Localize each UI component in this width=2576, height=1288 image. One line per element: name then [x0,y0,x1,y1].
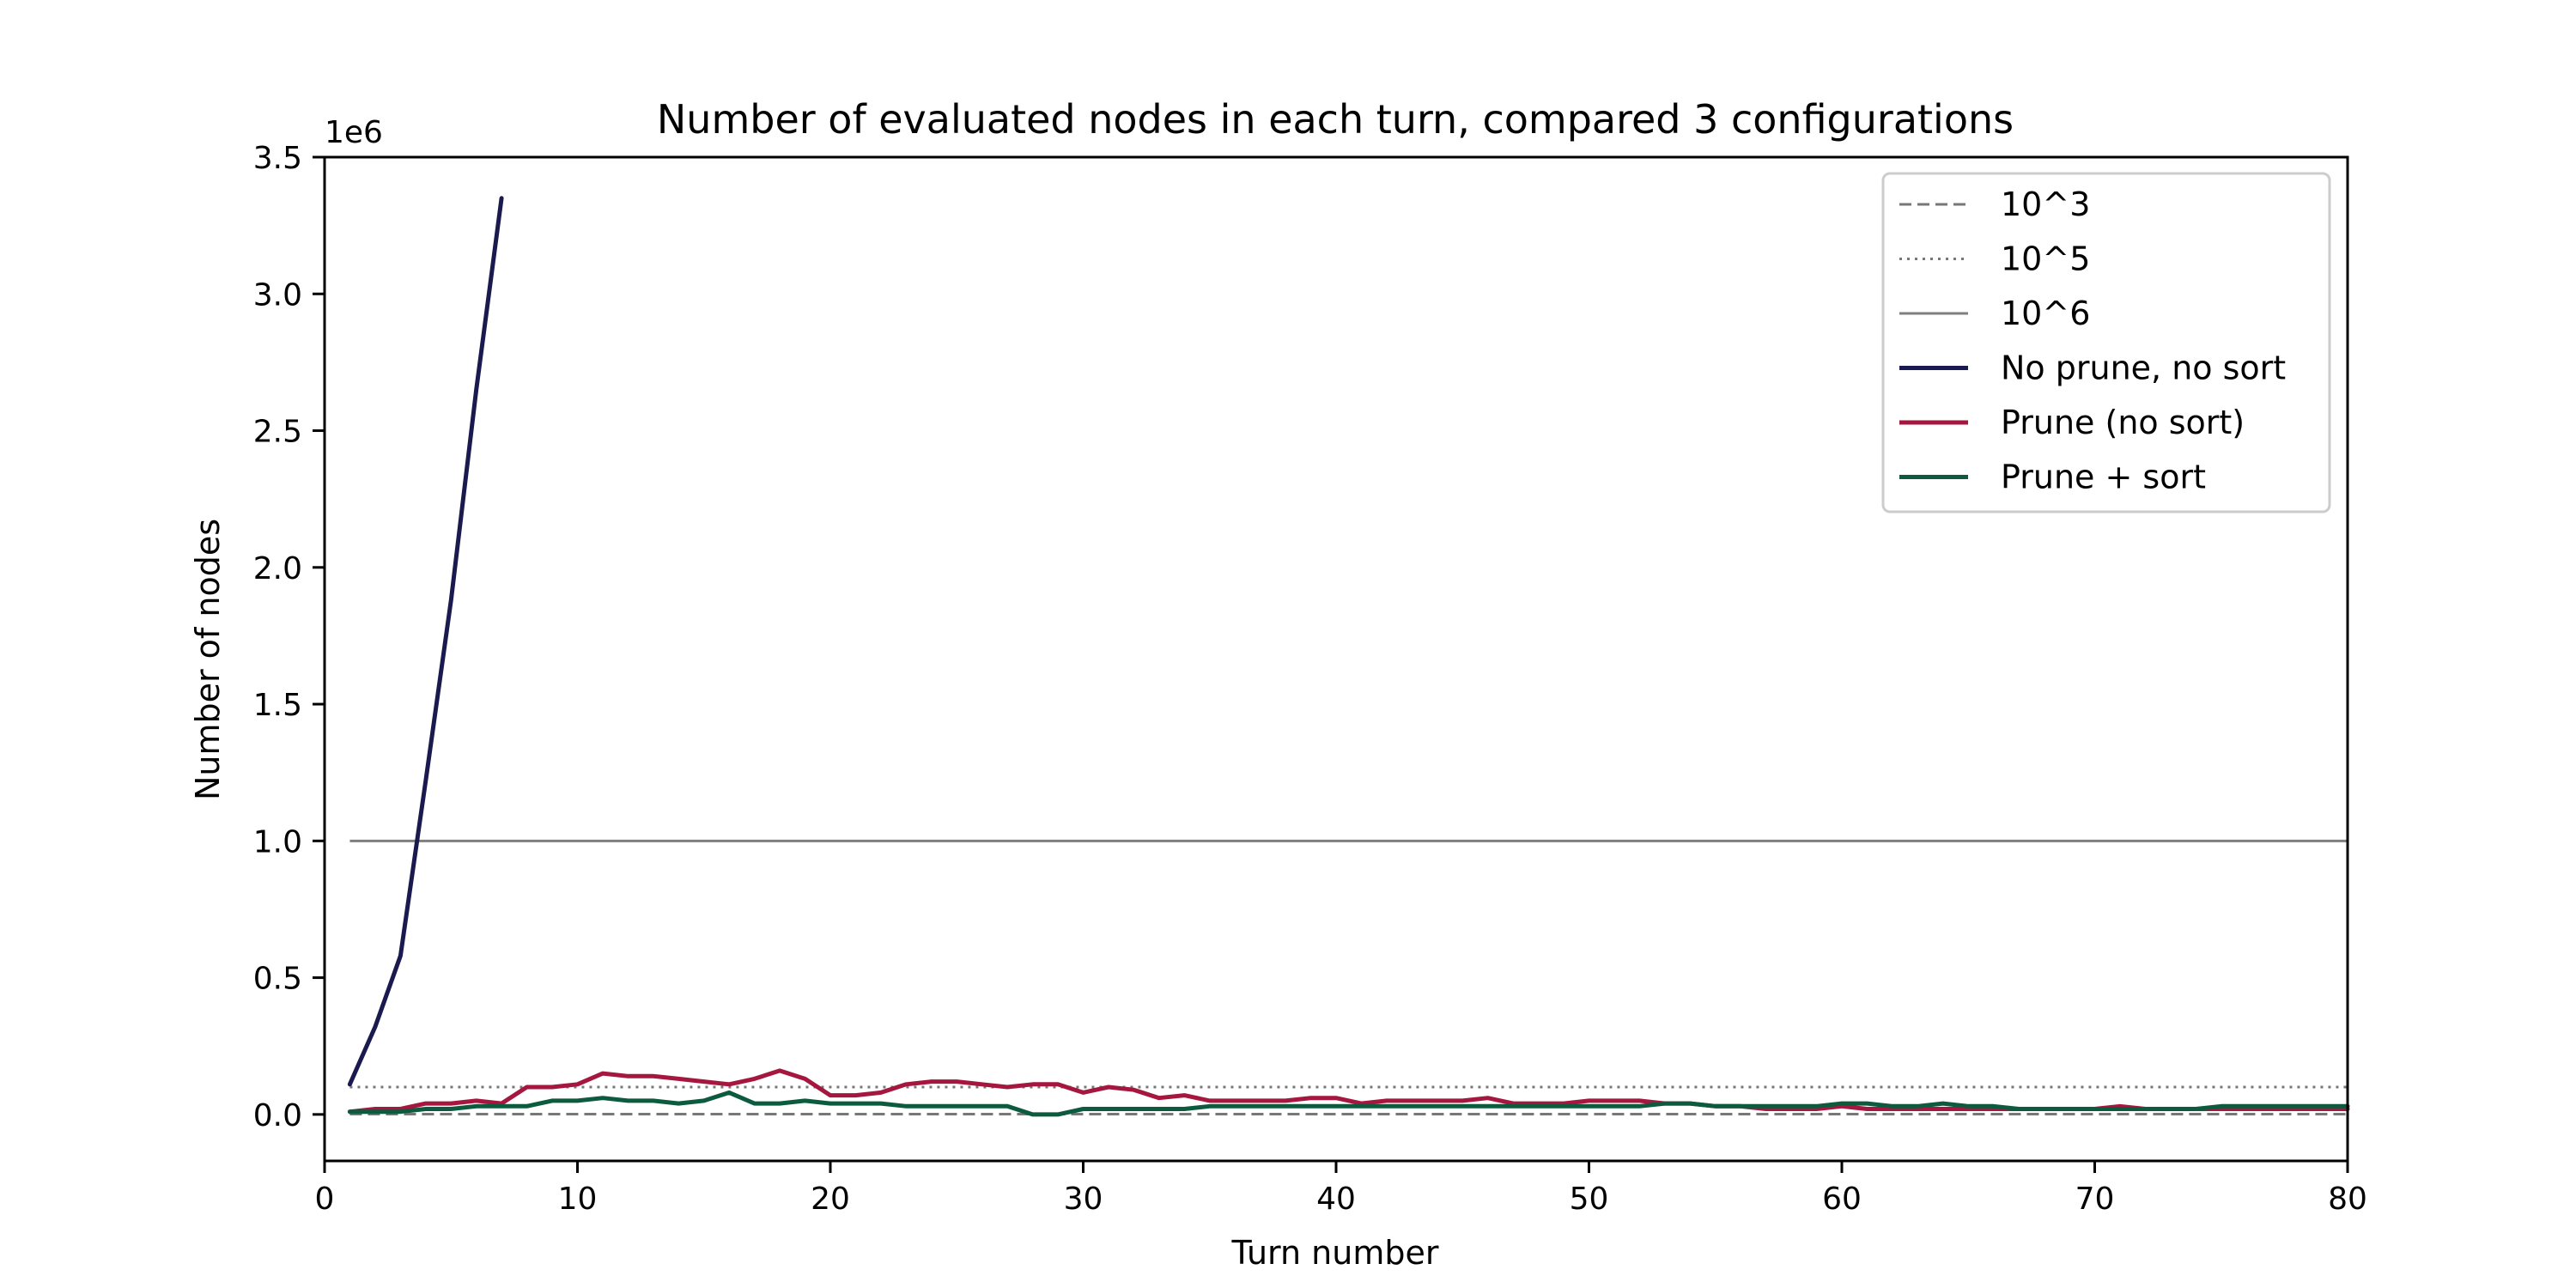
y-tick-label: 1.0 [253,824,302,860]
x-tick-label: 40 [1316,1182,1356,1217]
legend-label-4: Prune (no sort) [2001,404,2245,441]
reference-lines [349,839,2348,1116]
legend-label-5: Prune + sort [2001,459,2206,496]
x-tick-label: 10 [558,1182,598,1217]
series-lines [347,196,2350,1117]
x-tick-label: 60 [1822,1182,1862,1217]
y-axis: 0.0 0.5 1.0 1.5 2.0 2.5 3.0 3.5 [253,141,325,1133]
legend-frame [1881,172,2331,513]
series-line-0 [347,196,504,1087]
y-tick-label: 2.0 [253,551,302,586]
x-axis-label: Turn number [1231,1234,1439,1272]
legend-label-3: No prune, no sort [2001,349,2286,387]
x-tick-label: 70 [2075,1182,2115,1217]
legend: 10^3 10^5 10^6 No prune, no sort Prune (no s… [1881,172,2331,513]
y-tick-label: 3.0 [253,277,302,313]
legend-label-1: 10^5 [2001,240,2090,278]
y-tick-label: 3.5 [253,141,302,176]
x-tick-label: 30 [1064,1182,1103,1217]
y-tick-label: 0.5 [253,962,302,997]
y-tick-label: 0.0 [253,1098,302,1133]
x-tick-label: 0 [315,1182,335,1217]
legend-label-2: 10^6 [2001,295,2090,332]
series-line-2 [347,1090,2350,1117]
x-tick-label: 20 [811,1182,850,1217]
y-offset-label: 1e6 [325,115,383,150]
y-tick-label: 2.5 [253,415,302,450]
y-axis-label: Number of nodes [189,519,227,800]
x-tick-label: 50 [1570,1182,1609,1217]
x-axis: 0 10 20 30 40 50 60 70 80 [315,1161,2367,1217]
y-tick-label: 1.5 [253,688,302,723]
chart-title: Number of evaluated nodes in each turn, … [657,96,2014,143]
legend-label-0: 10^3 [2001,185,2090,223]
x-tick-label: 80 [2328,1182,2367,1217]
